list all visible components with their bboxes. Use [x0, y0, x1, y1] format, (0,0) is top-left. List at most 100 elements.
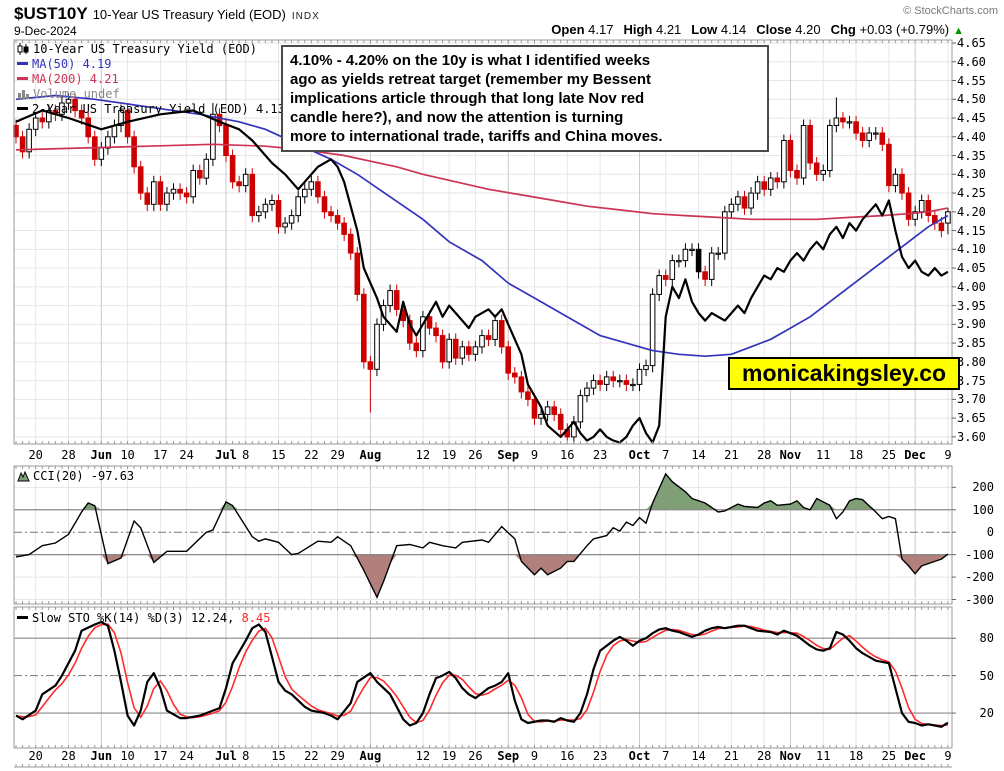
x-axis-label: 25: [881, 448, 897, 462]
x-axis-label: 18: [848, 448, 864, 462]
y-axis-label: 3.85: [957, 336, 986, 351]
y-axis-label: 4.25: [957, 186, 986, 201]
cci-legend-label: CCI(20) -97.63: [33, 469, 135, 483]
x-axis-label: 23: [592, 749, 608, 763]
y-axis-label: 4.05: [957, 261, 986, 276]
x-axis-label: 20: [28, 448, 43, 462]
sto-k-value: 12.24,: [190, 611, 235, 625]
y-axis-label: 4.65: [957, 36, 986, 50]
x-axis-label: 9: [530, 749, 539, 763]
chart-date: 9-Dec-2024: [14, 24, 77, 38]
copyright-label: © StockCharts.com: [903, 5, 998, 17]
x-axis-label: 24: [179, 749, 194, 763]
x-axis-label: 12: [415, 749, 431, 763]
y-axis-label: 3.75: [957, 373, 986, 388]
close-label: Close: [756, 22, 792, 37]
x-axis-label: Aug: [359, 749, 382, 763]
x-axis-label: Nov: [779, 749, 802, 763]
cci-axis-label: -300: [965, 592, 994, 607]
sto-d-line: [15, 623, 948, 727]
page-title: 10-Year US Treasury Yield (EOD): [92, 7, 286, 22]
x-axis-label: Sep: [497, 448, 520, 462]
x-axis-label: 14: [691, 448, 706, 462]
legend-ma200-label: MA(200) 4.21: [32, 72, 119, 86]
legend-ma200-row: MA(200) 4.21: [17, 72, 285, 87]
cci-plot-area[interactable]: [13, 465, 953, 605]
candles-layer: [13, 93, 951, 444]
symbol-label: $UST10Y: [14, 4, 88, 23]
sto-d-value: 8.45: [241, 611, 271, 625]
x-axis-label: 28: [756, 749, 772, 763]
x-axis-label: 23: [592, 448, 608, 462]
panel-borders-layer: [13, 39, 956, 768]
x-axis-label: 28: [756, 448, 772, 462]
sto-axis-label: 80: [979, 631, 994, 646]
change-up-triangle-icon: ▲: [953, 25, 964, 37]
chg-label: Chg: [830, 22, 856, 37]
cci-series: [14, 472, 952, 600]
low-value: 4.14: [720, 22, 747, 37]
legend-2y-label: 2-Year US Treasury Yield (EOD) 4.13: [32, 102, 285, 116]
x-axis-label: 16: [560, 749, 575, 763]
candlestick-icon: [17, 42, 29, 55]
y-axis-label: 3.90: [957, 317, 986, 332]
annotation-line: more to international trade, tariffs and…: [290, 128, 663, 145]
red-line-icon: [17, 77, 28, 80]
close-value: 4.20: [795, 22, 821, 37]
cci-axis-label: 0: [986, 525, 994, 540]
sto-axis-label: 50: [979, 668, 994, 683]
main-chart-plot-area[interactable]: [13, 39, 953, 445]
x-axis-label: Dec: [904, 749, 926, 763]
x-axis-label: 26: [468, 448, 483, 462]
cci-oversold-fill: [16, 554, 948, 598]
x-axis-label: 25: [881, 749, 897, 763]
y-axis-label: 3.65: [957, 411, 986, 426]
x-axis-label: Jun: [90, 749, 113, 763]
x-axis-label: 17: [153, 749, 168, 763]
sto-legend: Slow STO %K(14) %D(3) 12.24, 8.45: [17, 611, 270, 625]
y-axis-label: 3.80: [957, 354, 986, 369]
x-axis-label: 19: [441, 749, 457, 763]
y-axis-label: 3.95: [957, 298, 986, 313]
cci-legend: CCI(20) -97.63: [17, 469, 134, 483]
cci-area-icon: [17, 470, 30, 481]
x-axis-label: Dec: [904, 448, 926, 462]
annotation-note: 4.10% - 4.20% on the 10y is what I ident…: [281, 45, 769, 152]
x-axis-label: Aug: [359, 448, 382, 462]
sto-series: [14, 620, 952, 728]
sto-legend-label: Slow STO %K(14) %D(3): [32, 611, 184, 625]
x-axis-label: 9: [530, 448, 539, 462]
exchange-label: INDX: [291, 11, 320, 22]
y-axis-label: 4.00: [957, 279, 986, 294]
annotation-line: implications article through that long l…: [290, 90, 645, 107]
x-axis-label: 15: [271, 749, 286, 763]
y-axis-label: 3.70: [957, 392, 986, 407]
x-axis-label: 9: [944, 749, 952, 763]
cci-axis-label: 200: [972, 480, 994, 495]
x-axis-label: Sep: [497, 749, 520, 763]
x-axis-label: 20: [28, 749, 43, 763]
legend-volume-row: Volume undef: [17, 87, 285, 102]
legend-price-row: 10-Year US Treasury Yield (EOD): [17, 42, 285, 57]
cci-axis-label: 100: [972, 502, 994, 517]
black-line-icon: [17, 107, 28, 110]
x-axis-label: 21: [724, 448, 739, 462]
y-axis-label: 4.40: [957, 129, 986, 144]
open-label: Open: [551, 22, 585, 37]
y-axis-label: 4.50: [957, 92, 986, 107]
legend-ma50-row: MA(50) 4.19: [17, 57, 285, 72]
legend-2y-row: 2-Year US Treasury Yield (EOD) 4.13: [17, 102, 285, 117]
quote-bar: Open 4.17 High 4.21 Low 4.14 Close 4.20 Chg …: [551, 22, 964, 37]
chg-value: +0.03 (+0.79%): [859, 22, 950, 37]
x-axis-label: 10: [120, 749, 135, 763]
x-axis-label: 18: [848, 749, 864, 763]
cci-axis-label: -200: [965, 570, 994, 585]
x-axis-label: 15: [271, 448, 286, 462]
sto-plot-area[interactable]: [13, 606, 953, 749]
x-axis-label: 26: [468, 749, 483, 763]
cci-line: [15, 472, 949, 600]
x-axis-label: Nov: [779, 448, 802, 462]
x-axis-label: 22: [304, 749, 319, 763]
